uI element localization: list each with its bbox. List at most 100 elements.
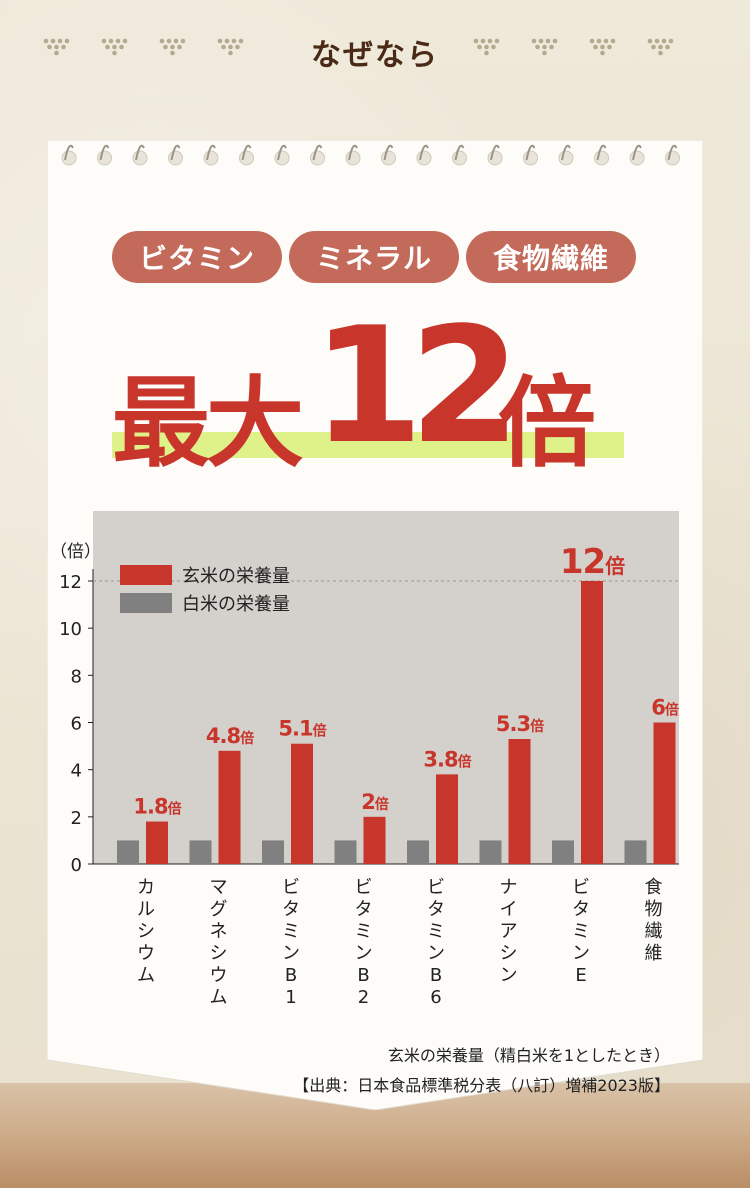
bar-white-rice bbox=[479, 840, 502, 864]
ornament-dot bbox=[112, 50, 117, 56]
data-label-value: 12 bbox=[560, 542, 605, 582]
ornament-dot bbox=[651, 44, 656, 50]
x-tick-char: シ bbox=[210, 943, 228, 964]
dot-ornament-left bbox=[43, 38, 244, 56]
binder-ring bbox=[561, 144, 571, 161]
ornament-dot bbox=[43, 38, 49, 44]
legend-swatch bbox=[120, 593, 172, 613]
data-label-unit: 倍 bbox=[313, 723, 327, 740]
binder-hole bbox=[97, 150, 112, 166]
header-title: なぜなら bbox=[311, 38, 439, 73]
ornament-dot bbox=[654, 38, 660, 44]
bar-brown-rice bbox=[363, 816, 386, 864]
ornament-dot bbox=[484, 50, 489, 56]
x-tick-char: 維 bbox=[645, 943, 663, 964]
x-tick-label: ナイアシン bbox=[500, 877, 518, 986]
x-tick-char: ビ bbox=[427, 877, 445, 898]
x-tick-char: ビ bbox=[282, 877, 300, 898]
binder-hole bbox=[523, 150, 538, 166]
ornament-dot bbox=[180, 38, 186, 44]
data-label: 5.1倍 bbox=[278, 717, 326, 741]
data-label: 6倍 bbox=[651, 696, 679, 720]
ornament-dot bbox=[658, 44, 663, 50]
ornament-dot bbox=[221, 44, 226, 50]
data-label: 5.3倍 bbox=[496, 712, 544, 736]
x-tick-char: ン bbox=[500, 965, 518, 986]
pill-mineral: ミネラル bbox=[289, 231, 459, 283]
x-tick-char: カ bbox=[137, 877, 155, 898]
x-tick-char: ン bbox=[427, 943, 445, 964]
ornament-dot bbox=[589, 38, 595, 44]
ornament-dot bbox=[477, 44, 482, 50]
x-tick-char: ナ bbox=[500, 877, 518, 898]
pill-vitamin: ビタミン bbox=[112, 231, 282, 283]
ornament-dot bbox=[535, 44, 540, 50]
x-tick-char: ウ bbox=[137, 943, 155, 964]
bar-brown-rice bbox=[653, 722, 676, 864]
ornament-dot bbox=[668, 38, 674, 44]
data-label-value: 2 bbox=[361, 790, 375, 814]
footnote-basis: 玄米の栄養量（精白米を1としたとき） bbox=[387, 1046, 670, 1065]
data-label-unit: 倍 bbox=[530, 718, 544, 735]
binder-ring bbox=[348, 144, 358, 161]
ornament-dot bbox=[552, 38, 558, 44]
y-tick-label: 10 bbox=[59, 619, 82, 640]
y-tick-label: 0 bbox=[71, 855, 82, 876]
x-tick-char: 物 bbox=[645, 899, 663, 920]
data-label-unit: 倍 bbox=[375, 796, 389, 813]
binder-ring bbox=[277, 144, 287, 161]
x-tick-char: B bbox=[430, 965, 442, 986]
binder-ring bbox=[525, 144, 536, 161]
ornament-dot bbox=[661, 38, 667, 44]
x-tick-char: ネ bbox=[210, 921, 228, 942]
ornament-dot bbox=[494, 38, 500, 44]
binder-hole bbox=[594, 150, 609, 166]
data-label-unit: 倍 bbox=[665, 702, 679, 719]
ornament-dot bbox=[177, 44, 182, 50]
binder-ring bbox=[99, 144, 110, 161]
binder-hole bbox=[274, 150, 290, 166]
y-tick-label: 4 bbox=[71, 761, 82, 782]
ornament-dot bbox=[122, 38, 128, 44]
data-label: 4.8倍 bbox=[206, 724, 254, 748]
binder-hole bbox=[665, 150, 680, 166]
ornament-dot bbox=[119, 44, 124, 50]
ornament-dot bbox=[231, 38, 237, 44]
bar-white-rice bbox=[624, 840, 647, 864]
x-tick-char: 食 bbox=[645, 877, 663, 898]
binder-ring bbox=[64, 144, 74, 161]
data-label-unit: 倍 bbox=[240, 730, 254, 747]
y-axis-label: （倍） bbox=[50, 542, 101, 562]
x-tick-label: ビタミン B 2 bbox=[355, 877, 373, 1008]
bar-white-rice bbox=[552, 840, 574, 864]
binder-hole bbox=[239, 150, 254, 166]
ornament-dot bbox=[491, 44, 496, 50]
ornament-dot bbox=[600, 50, 605, 56]
binder-ring bbox=[454, 144, 465, 161]
ornament-dot bbox=[101, 38, 107, 44]
binder-hole bbox=[487, 150, 503, 166]
ornament-dot bbox=[607, 44, 612, 50]
binder-ring bbox=[206, 144, 216, 161]
binder-ring bbox=[170, 144, 181, 161]
bar-brown-rice bbox=[146, 821, 168, 864]
ornament-dot bbox=[658, 50, 663, 56]
x-tick-char: マ bbox=[210, 877, 228, 898]
ornament-dot bbox=[542, 44, 547, 50]
x-tick-label: ビタミン B 6 bbox=[427, 877, 445, 1008]
ornament-dot bbox=[480, 38, 486, 44]
x-tick-char: グ bbox=[210, 899, 228, 920]
dot-ornament-right bbox=[473, 38, 674, 56]
ornament-dot bbox=[54, 50, 59, 56]
y-tick-label: 2 bbox=[71, 808, 82, 829]
ornament-dot bbox=[57, 38, 63, 44]
headline-suffix: 倍 bbox=[498, 367, 597, 481]
ornament-dot bbox=[159, 38, 165, 44]
bar-white-rice bbox=[189, 840, 212, 864]
data-label: 2倍 bbox=[361, 790, 389, 814]
y-tick-label: 12 bbox=[59, 572, 82, 593]
x-tick-char: ア bbox=[500, 921, 518, 942]
bar-brown-rice bbox=[508, 739, 531, 864]
nutrient-bar-chart: 024681012（倍）玄米の栄養量白米の栄養量1.8倍カルシウム4.8倍マグネ… bbox=[50, 511, 680, 1008]
x-tick-char: イ bbox=[500, 899, 518, 920]
